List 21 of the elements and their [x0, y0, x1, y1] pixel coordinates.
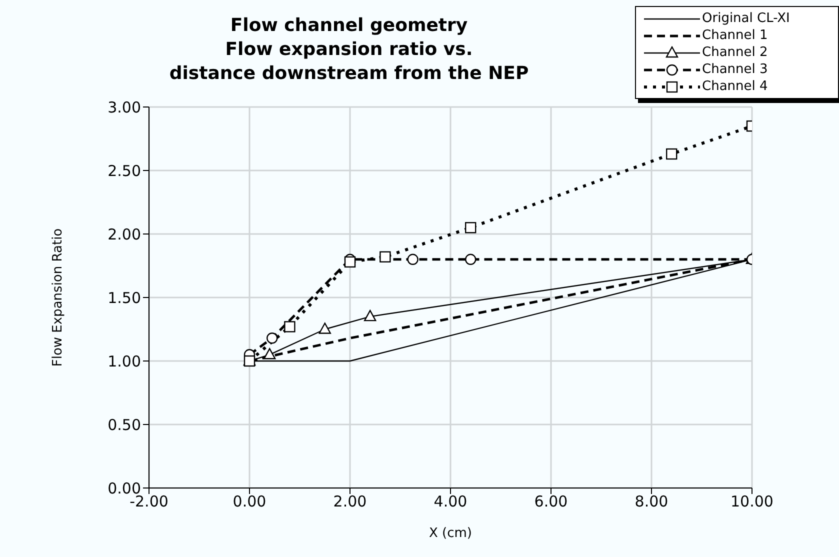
- y-tick-label: 2.00: [108, 225, 141, 244]
- x-tick-label: 6.00: [534, 492, 568, 511]
- x-tick-label: 2.00: [333, 492, 367, 511]
- chart-title: Flow channel geometry Flow expansion ratio vs. distance downstream from the NEP: [168, 14, 530, 86]
- legend-label: Channel 4: [702, 79, 768, 94]
- y-tick-label: 3.00: [108, 98, 141, 116]
- x-tick-label: 4.00: [434, 492, 468, 511]
- x-tick-label: 0.00: [232, 492, 266, 511]
- y-tick-label: 2.50: [108, 162, 141, 180]
- legend-label: Channel 2: [702, 45, 768, 60]
- legend-label: Original CL-XI: [702, 11, 790, 26]
- x-tick-label: 10.00: [730, 492, 774, 511]
- y-tick-label: 1.00: [108, 352, 141, 370]
- x-tick-label: 8.00: [634, 492, 668, 511]
- y-tick-label: 0.50: [108, 416, 141, 434]
- y-axis-title: Flow Expansion Ratio: [50, 228, 66, 367]
- x-tick-label: -2.00: [130, 492, 168, 511]
- legend-label: Channel 3: [702, 62, 768, 77]
- legend-label: Channel 1: [702, 28, 768, 43]
- x-axis-title: X (cm): [429, 526, 472, 541]
- y-tick-label: 1.50: [108, 288, 141, 307]
